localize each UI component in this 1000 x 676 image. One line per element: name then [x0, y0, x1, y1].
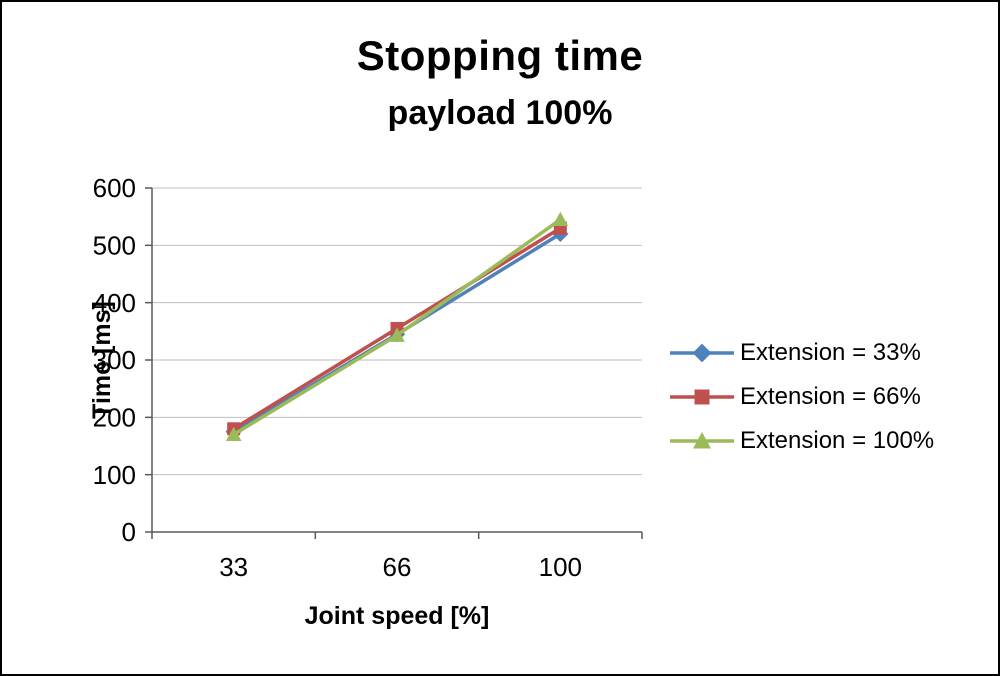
legend-key-triangle-icon	[670, 432, 734, 449]
legend-label: Extension = 66%	[740, 383, 921, 410]
legend-label: Extension = 100%	[740, 427, 935, 454]
legend-item-extension-66: Extension = 66%	[670, 383, 934, 410]
y-axis-title: Time [ms]	[88, 301, 116, 419]
chart-subtitle: payload 100%	[387, 94, 613, 132]
legend-key-marker	[694, 389, 710, 405]
series-marker-2	[552, 211, 569, 227]
x-tick-label: 100	[539, 552, 582, 582]
legend-key-square-icon	[670, 389, 734, 405]
y-tick-label: 300	[93, 345, 136, 375]
y-tick-label: 400	[93, 288, 136, 318]
y-tick-label: 100	[93, 460, 136, 490]
legend-key-diamond-icon	[670, 343, 734, 363]
legend-key-marker	[693, 432, 711, 449]
legend-item-extension-100: Extension = 100%	[670, 427, 935, 454]
y-tick-label: 500	[93, 230, 136, 260]
legend-label: Extension = 33%	[740, 339, 921, 366]
x-tick-label: 33	[219, 552, 248, 582]
y-tick-label: 600	[93, 173, 136, 203]
legend-key-marker	[692, 343, 712, 363]
x-axis-title: Joint speed [%]	[305, 602, 490, 630]
y-tick-label: 200	[93, 402, 136, 432]
y-tick-label: 0	[122, 517, 136, 547]
chart-title: Stopping time	[356, 32, 644, 79]
series-marker-2	[389, 327, 405, 342]
x-tick-label: 66	[383, 552, 412, 582]
legend-item-extension-33: Extension = 33%	[670, 339, 934, 366]
series-marker-2	[225, 426, 242, 442]
legend: Extension = 33% Extension = 66% Extensio…	[670, 339, 935, 454]
